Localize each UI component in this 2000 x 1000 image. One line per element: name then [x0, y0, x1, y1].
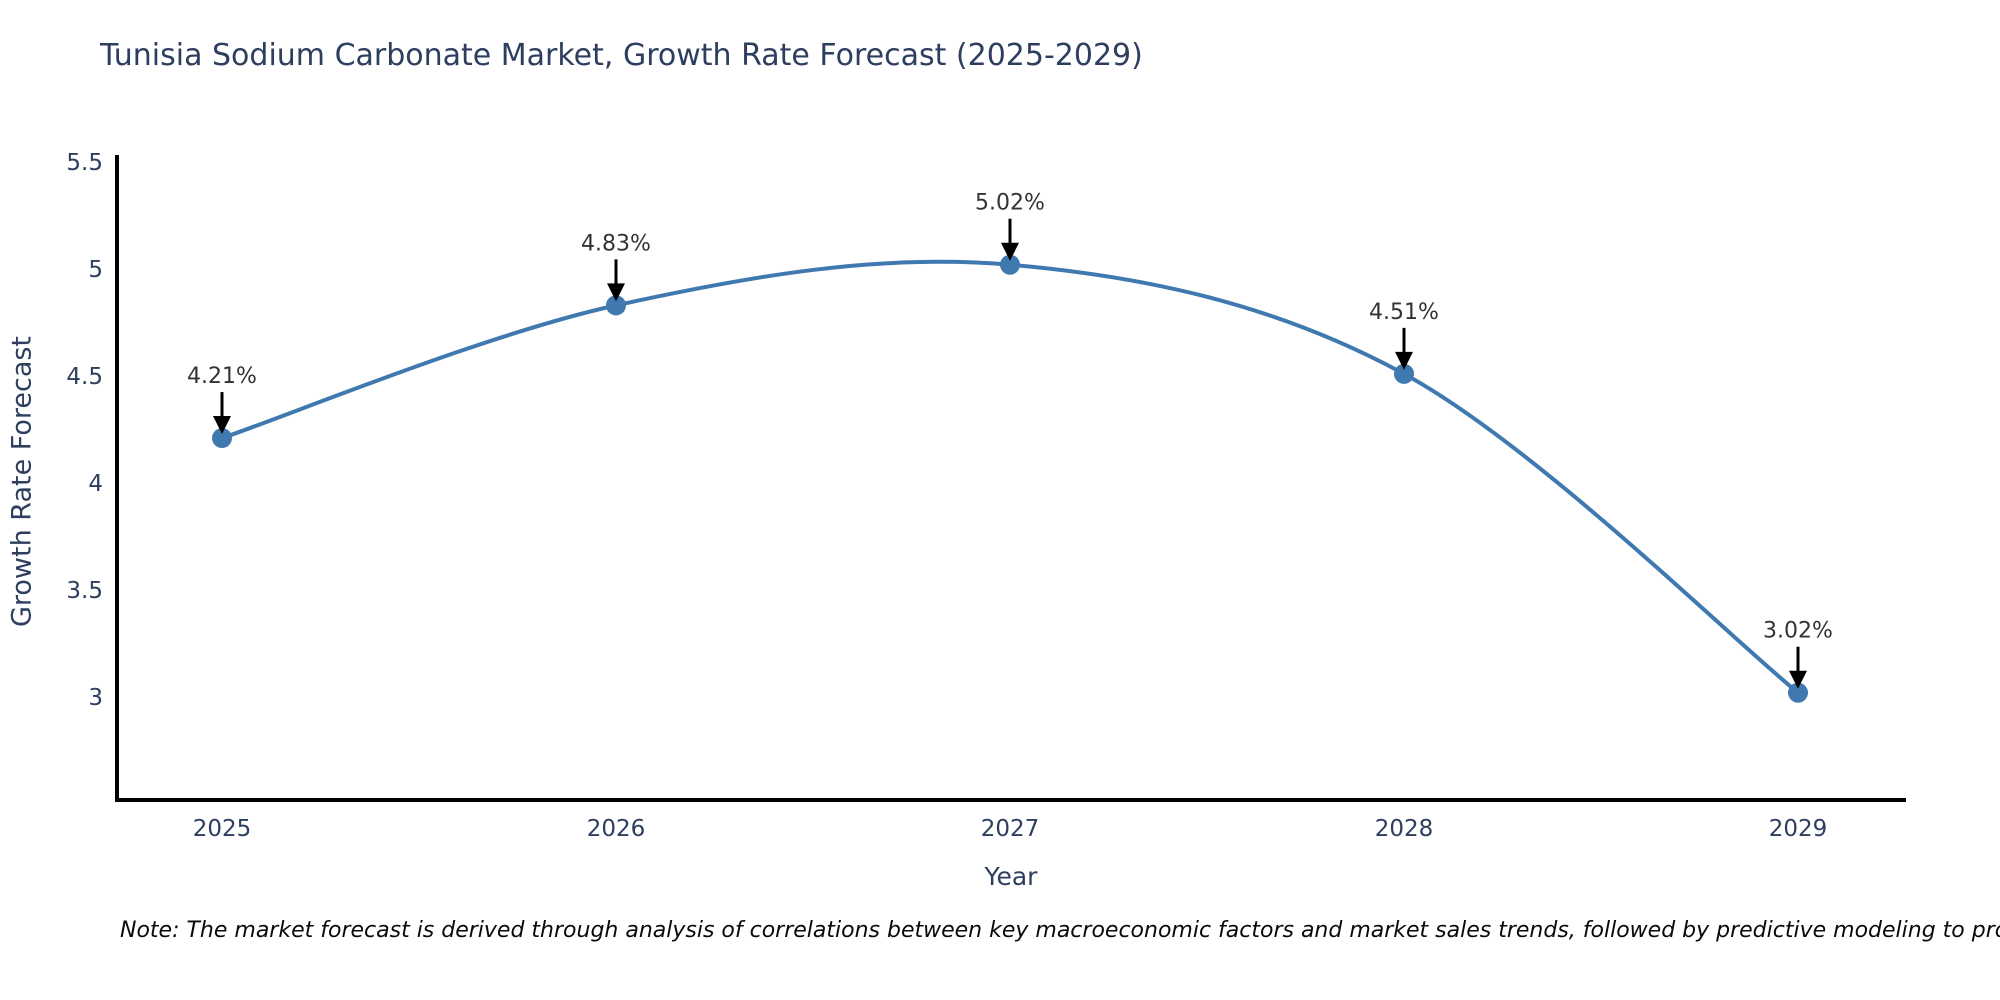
- x-tick-label: 2027: [981, 816, 1040, 842]
- line-series: [220, 259, 1800, 695]
- x-tick-label: 2029: [1769, 816, 1828, 842]
- chart-title: Tunisia Sodium Carbonate Market, Growth …: [100, 38, 1143, 73]
- data-point-marker: [1000, 254, 1020, 275]
- y-tick-label: 4: [88, 471, 103, 497]
- data-point-marker: [1788, 682, 1808, 703]
- y-tick-label: 4.5: [66, 364, 103, 390]
- y-tick-label: 3.5: [66, 578, 103, 604]
- x-tick-label: 2028: [1375, 816, 1434, 842]
- y-tick-label: 3: [88, 685, 103, 711]
- y-tick-label: 5.5: [66, 150, 103, 176]
- annotation-arrow-head: [1789, 670, 1807, 689]
- x-axis-title: Year: [984, 862, 1038, 891]
- data-point-marker: [606, 295, 626, 316]
- footnote: Note: The market forecast is derived thr…: [120, 918, 2000, 943]
- annotation-label: 4.83%: [581, 231, 651, 256]
- data-point-marker: [212, 428, 232, 449]
- annotation-label: 4.21%: [187, 364, 257, 389]
- annotation-arrow-head: [1395, 351, 1413, 370]
- annotation-arrow-head: [1001, 242, 1019, 261]
- y-tick-label: 5: [88, 257, 103, 283]
- annotation-arrow-head: [607, 283, 625, 302]
- annotation-label: 4.51%: [1369, 300, 1439, 325]
- annotation-label: 5.02%: [975, 191, 1045, 216]
- x-tick-label: 2026: [587, 816, 646, 842]
- annotation-label: 3.02%: [1763, 619, 1833, 644]
- data-point-marker: [1394, 363, 1414, 384]
- x-tick-label: 2025: [193, 816, 252, 842]
- annotation-arrow-head: [213, 416, 231, 435]
